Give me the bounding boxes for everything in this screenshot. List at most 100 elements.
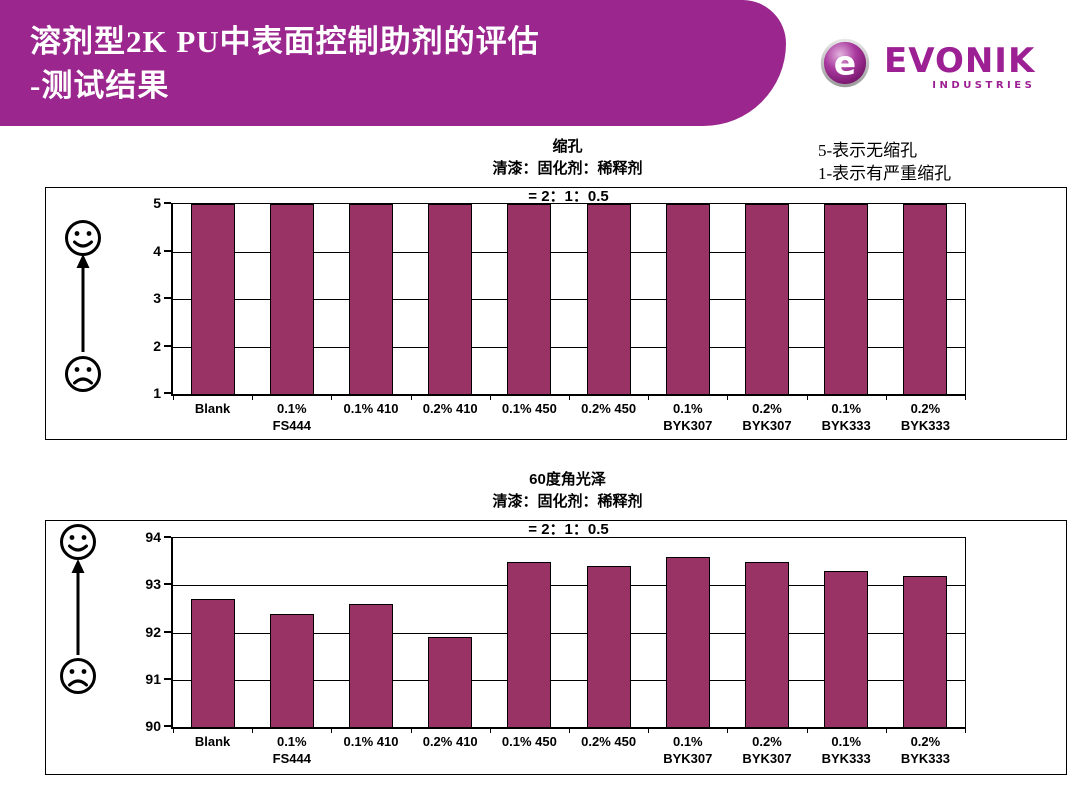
x-axis-label: Blank — [194, 401, 231, 416]
x-axis-label: 0.1% 410 — [343, 734, 399, 749]
x-axis-tick — [331, 395, 333, 400]
x-axis-tick — [252, 395, 254, 400]
x-axis-tick — [173, 728, 174, 733]
x-axis-tick — [173, 395, 174, 400]
happy-face-icon — [58, 522, 98, 567]
x-axis-label: 0.2% BYK307 — [742, 734, 792, 766]
y-axis-label: 4 — [153, 242, 161, 259]
x-axis-tick — [252, 728, 254, 733]
y-axis-tick — [164, 249, 171, 252]
x-axis-label: 0.2% BYK307 — [742, 401, 792, 433]
rating-legend-line2: 1-表示有严重缩孔 — [818, 164, 952, 183]
bar — [824, 571, 869, 727]
bar — [665, 204, 710, 394]
y-axis-label: 92 — [145, 623, 161, 640]
y-axis-label: 3 — [153, 290, 161, 306]
bar — [428, 204, 473, 394]
logo-wordmark: EVONIK INDUSTRIES — [884, 38, 1035, 91]
slide-subtitle: -测试结果 — [30, 68, 170, 103]
x-axis-label: 0.2% 450 — [581, 734, 637, 749]
y-axis-tick — [164, 536, 171, 538]
bar — [428, 637, 473, 727]
bar — [269, 613, 314, 727]
x-axis-label: 0.1% FS444 — [272, 734, 311, 766]
sad-face-icon — [63, 354, 103, 399]
x-axis-tick — [806, 395, 808, 400]
x-axis-label: 0.1% 450 — [501, 734, 557, 749]
y-axis-tick — [164, 202, 171, 204]
x-axis-label: Blank — [194, 734, 231, 749]
chart2-title: 60度角光泽 — [529, 471, 606, 488]
svg-text:e: e — [834, 45, 856, 83]
bar — [586, 566, 631, 727]
bar — [190, 204, 235, 394]
chart2-ratio-line: = 2：1：0.5 — [528, 521, 609, 538]
x-axis-label: 0.2% 410 — [422, 401, 478, 416]
x-axis-label: 0.1% BYK307 — [663, 734, 713, 766]
chart2-gloss: = 2：1：0.5 90 91 92 93 94 Blank 0.1% — [45, 520, 1067, 775]
y-axis-tick — [164, 344, 171, 347]
bar — [903, 575, 948, 727]
chart2-title-block: 60度角光泽 清漆：固化剂：稀释剂 — [170, 469, 965, 513]
bar — [349, 204, 393, 394]
bar — [745, 204, 789, 394]
x-axis-tick — [806, 728, 808, 733]
gridline — [173, 679, 965, 681]
evonik-badge-icon: e — [820, 38, 870, 88]
chart2-plot-area — [171, 537, 966, 729]
bar — [507, 561, 552, 727]
chart1-ratio-line: = 2：1：0.5 — [528, 188, 609, 205]
x-axis-tick — [727, 728, 729, 733]
slide-title: 溶剂型2K PU中表面控制助剂的评估 — [30, 24, 540, 59]
x-axis-tick — [965, 728, 966, 733]
x-axis-tick — [648, 395, 650, 400]
x-axis-label: 0.2% BYK333 — [900, 401, 950, 433]
y-axis-label: 94 — [145, 529, 161, 545]
gridline — [173, 346, 965, 348]
arrow-up-icon — [70, 559, 86, 661]
y-axis-tick — [164, 583, 171, 586]
y-axis-label: 90 — [145, 718, 161, 734]
x-axis-tick — [489, 395, 491, 400]
x-axis-tick — [410, 395, 412, 400]
x-axis-tick — [569, 395, 570, 400]
y-axis-tick — [164, 392, 171, 394]
y-axis-label: 91 — [145, 670, 161, 687]
x-axis-tick — [569, 728, 570, 733]
x-axis-tick — [648, 728, 650, 733]
gridline — [173, 299, 965, 300]
bar — [745, 561, 789, 727]
chart1-title: 缩孔 — [552, 138, 583, 155]
chart1-cratering: = 2：1：0.5 1 2 3 4 5 Blank 0.1% FS444 — [45, 187, 1067, 440]
y-axis-label: 93 — [145, 576, 161, 593]
bar — [190, 599, 235, 727]
bar — [903, 204, 948, 394]
x-axis-tick — [410, 728, 412, 733]
bar — [507, 204, 552, 394]
x-axis-tick — [965, 395, 966, 400]
logo-brand-text: EVONIK — [884, 41, 1036, 81]
x-axis-label: 0.2% 450 — [581, 401, 637, 416]
evonik-logo: e EVONIK INDUSTRIES — [820, 38, 1035, 91]
header-banner: 溶剂型2K PU中表面控制助剂的评估 -测试结果 — [0, 0, 786, 126]
bar — [349, 604, 393, 727]
chart1-title-block: 缩孔 清漆：固化剂：稀释剂 — [170, 136, 965, 180]
rating-legend: 5-表示无缩孔 1-表示有严重缩孔 — [818, 139, 951, 185]
y-axis-tick — [164, 630, 171, 633]
y-axis-tick — [164, 725, 171, 727]
y-axis-tick — [164, 677, 171, 680]
x-axis-label: 0.2% BYK333 — [900, 734, 950, 766]
x-axis-tick — [489, 728, 491, 733]
x-axis-tick — [885, 728, 887, 733]
y-axis-tick — [164, 297, 171, 299]
x-axis-label: 0.1% FS444 — [272, 401, 311, 433]
x-axis-label: 0.1% BYK307 — [663, 401, 713, 433]
x-axis-tick — [727, 395, 729, 400]
bar — [586, 204, 631, 394]
rating-legend-line1: 5-表示无缩孔 — [818, 141, 918, 160]
x-axis-label: 0.2% 410 — [422, 734, 478, 749]
arrow-up-icon — [75, 254, 91, 358]
chart2-subtitle: 清漆：固化剂：稀释剂 — [492, 493, 643, 510]
y-axis-label: 5 — [153, 195, 161, 211]
x-axis-label: 0.1% 410 — [343, 401, 399, 416]
